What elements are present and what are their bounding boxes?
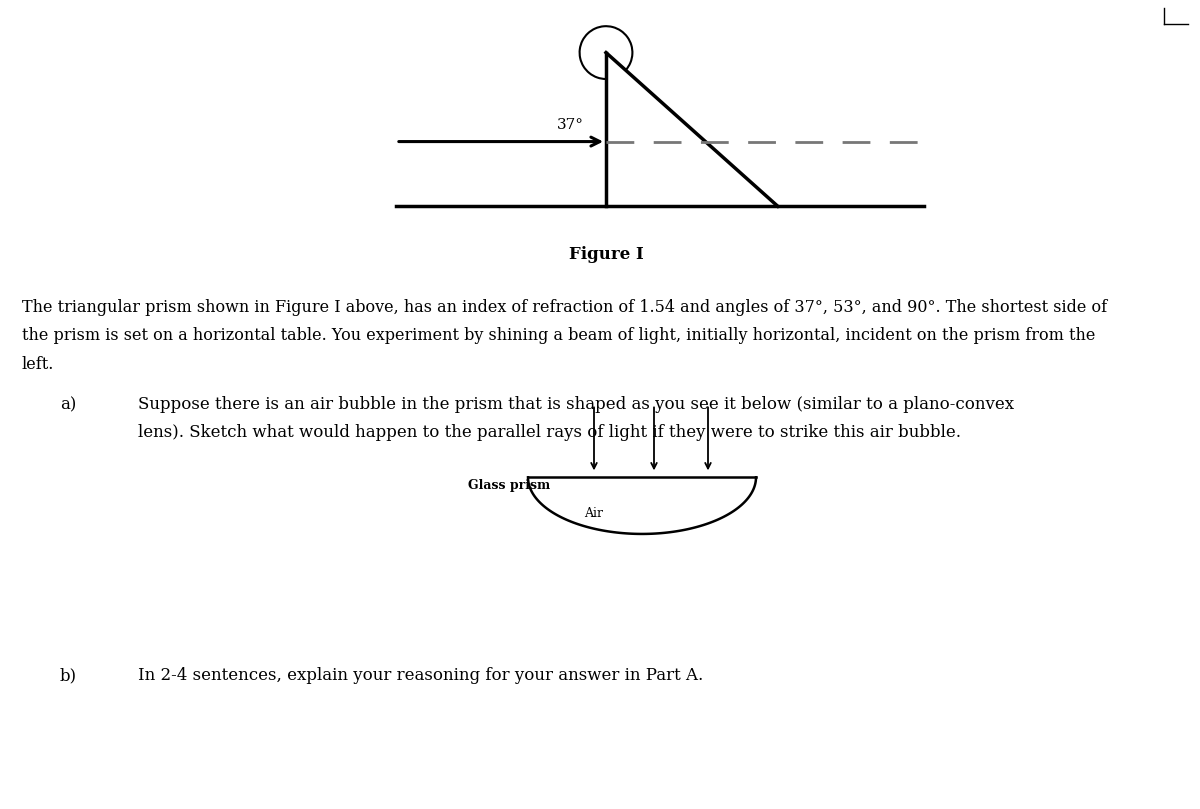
Text: Glass prism: Glass prism [468, 479, 551, 492]
Text: lens). Sketch what would happen to the parallel rays of light if they were to st: lens). Sketch what would happen to the p… [138, 424, 961, 442]
Text: Air: Air [584, 507, 604, 520]
Text: The triangular prism shown in Figure I above, has an index of refraction of 1.54: The triangular prism shown in Figure I a… [22, 299, 1106, 316]
Text: In 2-4 sentences, explain your reasoning for your answer in Part A.: In 2-4 sentences, explain your reasoning… [138, 667, 703, 684]
Text: the prism is set on a horizontal table. You experiment by shining a beam of ligh: the prism is set on a horizontal table. … [22, 327, 1094, 345]
Text: Suppose there is an air bubble in the prism that is shaped as you see it below (: Suppose there is an air bubble in the pr… [138, 396, 1014, 413]
Text: b): b) [60, 667, 77, 684]
Text: left.: left. [22, 355, 54, 373]
Text: a): a) [60, 396, 77, 413]
Text: 37°: 37° [557, 118, 583, 133]
Text: Figure I: Figure I [569, 246, 643, 264]
